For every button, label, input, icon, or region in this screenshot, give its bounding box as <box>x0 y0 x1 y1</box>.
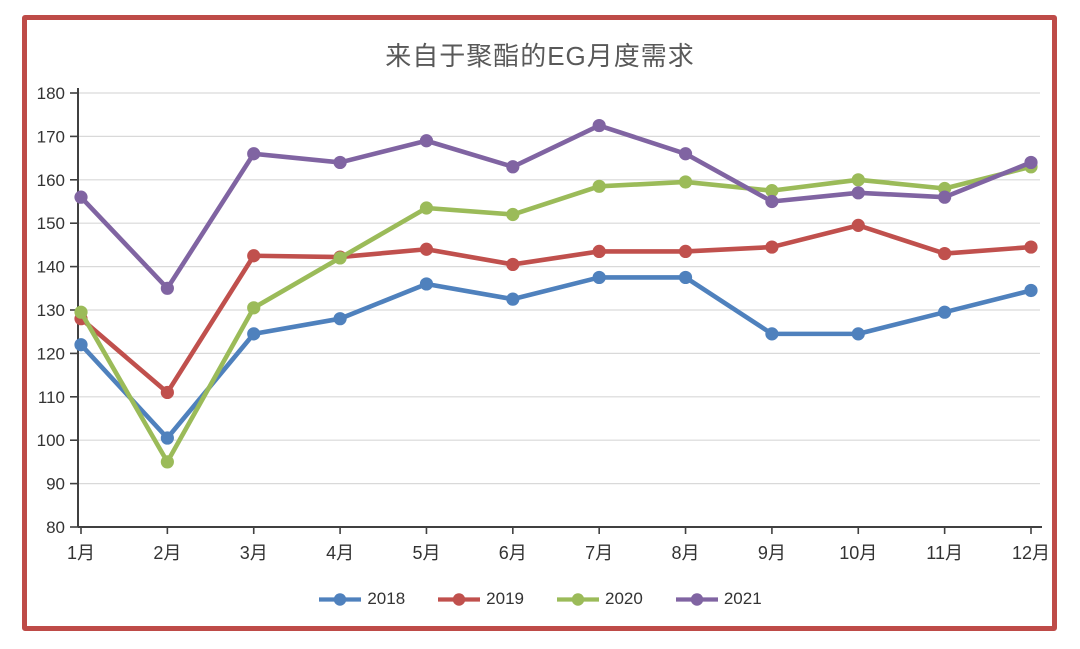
data-point-2020-6月 <box>506 207 520 222</box>
data-point-2020-3月 <box>247 301 261 315</box>
data-point-2021-8月 <box>678 147 693 161</box>
data-point-2021-1月 <box>74 190 88 204</box>
legend-item-2020: 2020 <box>556 589 643 609</box>
data-point-2019-8月 <box>678 244 693 259</box>
data-point-2021-5月 <box>419 134 434 148</box>
data-point-2018-12月 <box>1024 283 1038 298</box>
legend-line-marker-icon <box>319 592 362 606</box>
legend-item-2021: 2021 <box>675 589 762 609</box>
legend-item-2018: 2018 <box>318 589 405 609</box>
series-line-2021 <box>78 123 1034 291</box>
data-point-2018-3月 <box>247 327 261 341</box>
y-tick-label: 90 <box>46 475 65 494</box>
data-point-2019-6月 <box>506 257 520 272</box>
data-point-2019-12月 <box>1024 240 1038 254</box>
x-tick-label: 8月 <box>672 543 700 563</box>
data-point-2019-11月 <box>938 246 952 261</box>
chart-title: 来自于聚酯的EG月度需求 <box>385 41 695 71</box>
x-tick-label: 2月 <box>153 543 181 563</box>
data-point-2018-8月 <box>678 270 693 285</box>
series-line-2019 <box>78 223 1034 395</box>
data-point-2019-9月 <box>765 240 779 254</box>
data-point-2018-5月 <box>419 277 434 291</box>
data-point-2020-10月 <box>851 173 865 187</box>
y-tick-label: 150 <box>37 214 65 233</box>
data-point-2021-7月 <box>592 118 606 133</box>
data-point-2021-12月 <box>1024 155 1038 170</box>
legend-label: 2021 <box>723 589 762 608</box>
red-border-frame <box>22 15 1057 631</box>
data-point-2019-5月 <box>419 242 434 256</box>
x-tick-label: 11月 <box>926 543 963 563</box>
data-point-2020-8月 <box>678 175 693 189</box>
data-point-2018-7月 <box>592 270 606 285</box>
y-tick-label: 130 <box>37 301 65 320</box>
legend-line-marker-icon <box>557 592 599 606</box>
y-tick-label: 110 <box>38 388 65 407</box>
data-point-2018-2月 <box>160 431 174 445</box>
data-point-2020-9月 <box>765 184 779 198</box>
data-point-2021-3月 <box>247 147 261 161</box>
x-tick-label: 5月 <box>412 543 440 563</box>
legend-item-2019: 2019 <box>437 589 524 609</box>
y-tick-label: 160 <box>37 171 65 190</box>
legend-label: 2020 <box>605 589 643 608</box>
series-line-2018 <box>78 275 1034 441</box>
data-point-2019-10月 <box>851 218 865 232</box>
data-point-2018-4月 <box>333 312 347 326</box>
legend-label: 2018 <box>367 589 406 608</box>
y-tick-label: 170 <box>37 127 65 146</box>
legend-line-marker-icon <box>675 592 718 606</box>
x-tick-label: 12月 <box>1012 543 1050 563</box>
data-point-2021-10月 <box>851 186 865 200</box>
y-tick-label: 140 <box>37 258 65 277</box>
data-point-2018-9月 <box>765 327 779 341</box>
data-point-2020-4月 <box>333 251 347 265</box>
y-tick-label: 180 <box>37 84 65 103</box>
data-point-2019-3月 <box>247 249 261 263</box>
data-point-2021-9月 <box>765 194 779 209</box>
data-point-2021-6月 <box>506 160 520 174</box>
data-point-2019-2月 <box>160 385 174 400</box>
x-tick-label: 6月 <box>499 543 527 563</box>
data-point-2021-11月 <box>938 190 952 204</box>
y-tick-label: 100 <box>37 431 65 450</box>
chart-legend: 2018 2019 2020 2021 <box>0 589 1080 609</box>
legend-label: 2019 <box>486 589 524 608</box>
data-point-2018-1月 <box>74 338 88 352</box>
y-tick-label: 80 <box>46 518 65 537</box>
data-point-2021-2月 <box>160 281 174 295</box>
x-tick-label: 3月 <box>240 543 268 563</box>
data-point-2018-10月 <box>851 327 865 341</box>
x-tick-label: 1月 <box>67 543 95 563</box>
data-point-2020-7月 <box>592 179 606 193</box>
y-tick-label: 120 <box>37 344 65 363</box>
data-point-2020-5月 <box>419 201 434 215</box>
legend-line-marker-icon <box>438 592 481 606</box>
data-point-2021-4月 <box>333 155 347 170</box>
x-tick-label: 7月 <box>585 543 613 563</box>
data-point-2018-11月 <box>938 305 952 319</box>
x-tick-label: 10月 <box>839 543 877 563</box>
data-point-2020-2月 <box>160 455 174 469</box>
x-tick-label: 9月 <box>758 543 786 563</box>
data-point-2020-1月 <box>74 305 88 319</box>
data-point-2018-6月 <box>506 292 520 306</box>
series-line-2020 <box>78 164 1034 465</box>
x-tick-label: 4月 <box>326 543 354 563</box>
data-point-2019-7月 <box>592 244 606 259</box>
